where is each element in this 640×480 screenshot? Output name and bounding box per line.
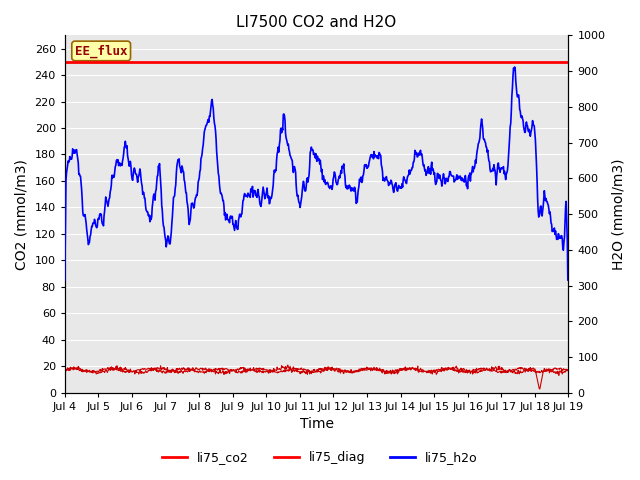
Y-axis label: H2O (mmol/m3): H2O (mmol/m3) xyxy=(611,158,625,270)
Text: EE_flux: EE_flux xyxy=(75,44,127,58)
Y-axis label: CO2 (mmol/m3): CO2 (mmol/m3) xyxy=(15,158,29,269)
Title: LI7500 CO2 and H2O: LI7500 CO2 and H2O xyxy=(237,15,397,30)
Legend: li75_co2, li75_diag, li75_h2o: li75_co2, li75_diag, li75_h2o xyxy=(157,446,483,469)
X-axis label: Time: Time xyxy=(300,418,333,432)
